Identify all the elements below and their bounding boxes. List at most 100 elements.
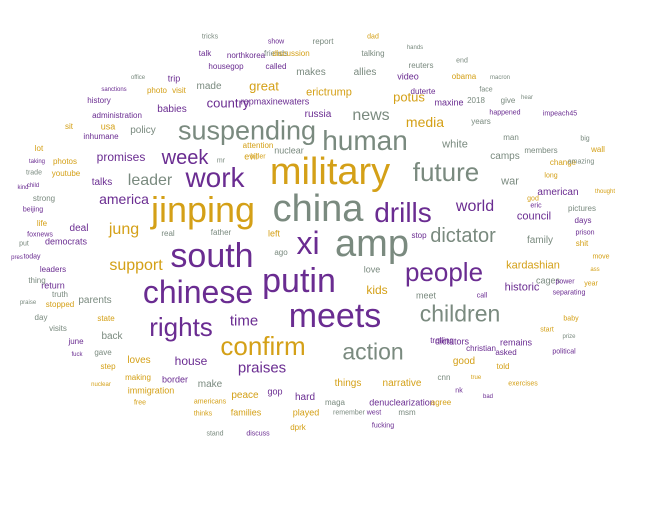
word-cloud-word: made (196, 81, 222, 92)
word-cloud-word: year (584, 280, 598, 288)
word-cloud-word: dad (367, 33, 379, 41)
word-cloud-word: usa (100, 121, 116, 132)
word-cloud-word: week (161, 147, 209, 169)
word-cloud-word: ago (274, 248, 288, 257)
word-cloud-word: hard (294, 392, 316, 403)
word-cloud-word: camps (490, 151, 520, 162)
word-cloud-word: northkorea (226, 51, 266, 60)
word-cloud-word: put (19, 240, 29, 248)
word-cloud-word: shit (575, 239, 589, 248)
word-cloud-word: foxnews (27, 231, 53, 239)
word-cloud-word: office (130, 75, 146, 81)
word-cloud-word: cnn (437, 373, 451, 382)
word-cloud-word: remains (499, 337, 533, 348)
word-cloud-word: trolling (430, 336, 454, 345)
word-cloud-word: xi (296, 225, 320, 261)
word-cloud-word: god (527, 195, 539, 203)
word-cloud-word: confirm (220, 331, 306, 361)
word-cloud-word: history (87, 96, 111, 105)
word-cloud-word: people (404, 257, 484, 287)
word-cloud-word: housegop (208, 62, 244, 71)
word-cloud-word: end (456, 57, 468, 65)
word-cloud-word: fuck (71, 352, 83, 358)
word-cloud-word: back (101, 331, 123, 342)
word-cloud-word: left (267, 228, 281, 239)
word-cloud-word: exercises (508, 380, 538, 388)
word-cloud-word: visit (172, 86, 186, 95)
word-cloud-word: news (352, 107, 390, 124)
word-cloud-word: ass (590, 267, 600, 273)
word-cloud-word: american (537, 187, 579, 198)
word-cloud-word: love (363, 264, 381, 275)
word-cloud-word: years (471, 117, 491, 126)
word-cloud-word: talk (198, 49, 212, 58)
word-cloud-word: impeach45 (542, 110, 578, 118)
word-cloud-word: maxine (434, 97, 464, 108)
word-cloud-word: americans (193, 398, 227, 406)
word-cloud-word: 2018 (467, 96, 485, 105)
word-cloud-word: reuters (408, 61, 434, 70)
word-cloud-word: taking (28, 159, 46, 165)
word-cloud-word: rights (149, 312, 213, 342)
word-cloud-word: call (476, 292, 488, 300)
word-cloud-word: today (23, 253, 41, 261)
word-cloud-word: loves (127, 355, 151, 366)
word-cloud-word: duterte (410, 87, 436, 96)
word-cloud-word: families (230, 407, 262, 418)
word-cloud-word: obama (451, 72, 477, 81)
word-cloud-word: true (470, 375, 482, 381)
word-cloud-word: suspending (177, 115, 317, 146)
word-cloud-word: promises (96, 150, 146, 164)
word-cloud-word: state (97, 314, 115, 323)
word-cloud-word: human (322, 125, 408, 156)
word-cloud-word: leader (127, 172, 173, 189)
word-cloud-word: trip (167, 73, 181, 84)
word-cloud-word: mr (216, 157, 226, 165)
word-cloud-word: agree (430, 398, 452, 407)
word-cloud-word: putin (262, 262, 336, 300)
word-cloud-word: kardashian (506, 259, 560, 272)
word-cloud-word: makes (296, 67, 326, 78)
word-cloud-word: future (412, 157, 480, 187)
word-cloud-word: life (36, 219, 48, 228)
word-cloud-word: things (334, 378, 362, 389)
word-cloud-word: pres (11, 255, 23, 261)
word-cloud-word: man (503, 133, 519, 142)
word-cloud-word: bad (482, 394, 494, 400)
word-cloud-word: nk (455, 387, 463, 395)
word-cloud-word: potus (393, 89, 425, 105)
word-cloud-word: allies (353, 67, 377, 78)
word-cloud-word: making (125, 373, 151, 382)
word-cloud-word: truth (51, 290, 69, 299)
word-cloud-word: thinks (193, 410, 213, 418)
word-cloud-word: big (580, 135, 590, 143)
word-cloud-word: talking (361, 49, 385, 58)
word-cloud-word: step (100, 362, 116, 371)
word-cloud-word: pictures (567, 204, 597, 213)
word-cloud-word: remember (333, 409, 365, 417)
word-cloud-word: immigration (127, 385, 175, 396)
word-cloud-word: show (267, 38, 285, 46)
word-cloud-word: gop (267, 386, 283, 397)
word-cloud-word: youtube (51, 169, 81, 178)
word-cloud-word: beijing (22, 206, 44, 214)
word-cloud-word: kind (17, 185, 29, 191)
word-cloud-word: macron (489, 75, 511, 81)
word-cloud-word: child (26, 183, 40, 189)
word-cloud-word: stand (206, 430, 224, 438)
word-cloud-word: leaders (39, 265, 67, 274)
word-cloud-word: msm (398, 408, 416, 417)
word-cloud-word: babies (157, 104, 187, 115)
word-cloud-word: narrative (382, 378, 422, 389)
word-cloud-word: time (229, 312, 259, 330)
word-cloud-word: fucking (371, 422, 395, 430)
word-cloud-word: russia (304, 109, 332, 120)
word-cloud-word: face (479, 86, 493, 94)
word-cloud-word: move (592, 253, 610, 261)
word-cloud-word: chinese (142, 274, 254, 310)
word-cloud-word: jung (108, 221, 140, 238)
word-cloud-word: long (544, 172, 558, 180)
word-cloud-word: start (540, 326, 554, 334)
word-cloud-word: meets (288, 297, 382, 335)
